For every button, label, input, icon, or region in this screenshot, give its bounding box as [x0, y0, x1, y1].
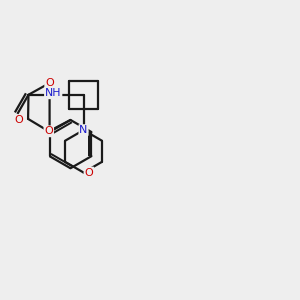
Text: O: O	[14, 116, 23, 125]
Text: N: N	[79, 125, 88, 135]
Text: O: O	[85, 167, 93, 178]
Text: O: O	[45, 78, 54, 88]
Text: NH: NH	[45, 88, 62, 98]
Text: O: O	[44, 126, 53, 136]
